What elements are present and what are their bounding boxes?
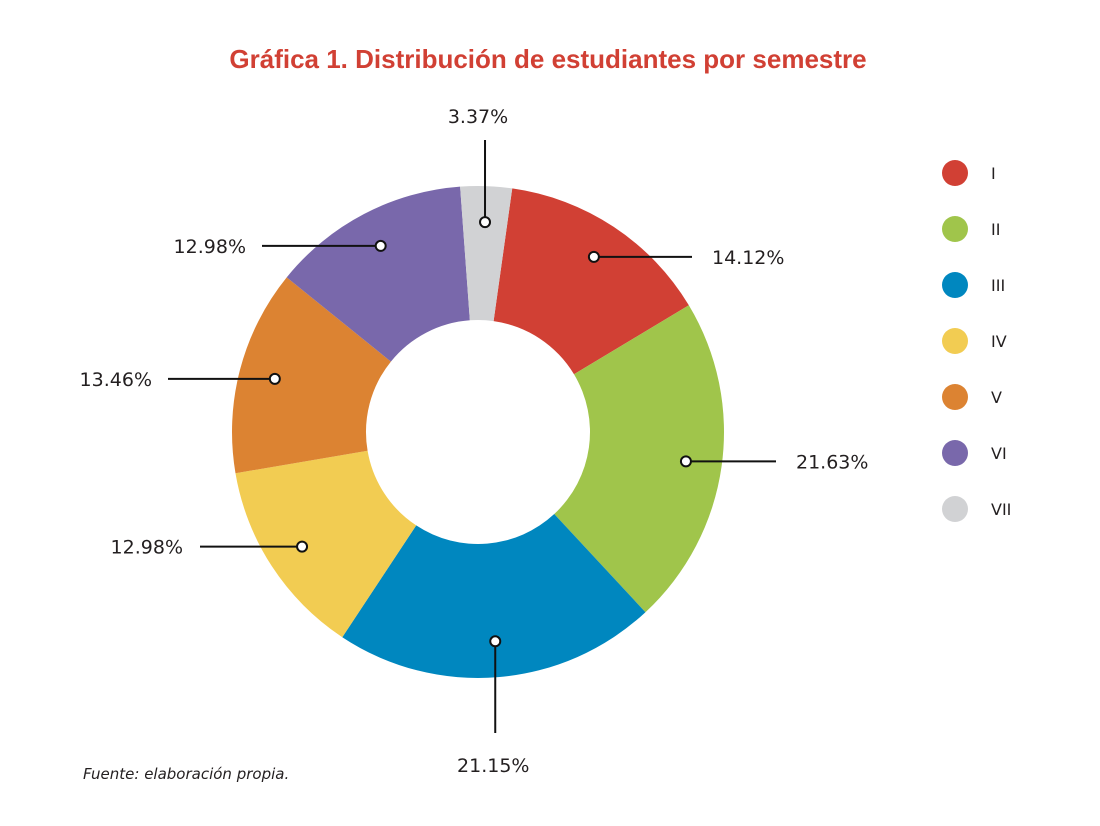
callout-VI: 12.98% (174, 236, 387, 258)
donut-slice-IV (235, 450, 417, 638)
callout-dot (296, 540, 309, 553)
donut-slice-II (554, 305, 725, 613)
data-label-V: 13.46% (80, 369, 152, 391)
callout-II: 21.63% (679, 451, 868, 473)
legend-label: IV (991, 332, 1007, 351)
legend-item-V: V (942, 384, 1002, 410)
callout-III: 21.15% (457, 635, 529, 777)
legend-swatch (942, 216, 968, 242)
callout-dot (374, 239, 387, 252)
legend-label: III (991, 276, 1005, 295)
data-label-IV: 12.98% (111, 537, 183, 559)
legend-item-VI: VI (942, 440, 1007, 466)
legend-label: I (991, 164, 996, 183)
donut-slice-VII (460, 186, 513, 322)
legend-label: V (991, 388, 1002, 407)
callouts: 14.12% 21.63% 21.15% 12.98% 13.46% 12.98% 3.37… (80, 106, 869, 777)
data-label-II: 21.63% (796, 451, 868, 473)
source-note: Fuente: elaboración propia. (83, 765, 289, 783)
callout-VII: 3.37% (448, 106, 508, 229)
legend-swatch (942, 384, 968, 410)
legend-label: II (991, 220, 1000, 239)
data-label-VI: 12.98% (174, 236, 246, 258)
legend-item-VII: VII (942, 496, 1011, 522)
data-label-III: 21.15% (457, 755, 529, 777)
donut-slice-V (231, 277, 391, 474)
legend-swatch (942, 160, 968, 186)
donut-slice-VI (286, 186, 470, 362)
callout-dot (587, 250, 600, 263)
chart-title: Gráfica 1. Distribución de estudiantes p… (229, 44, 866, 74)
callout-dot (489, 635, 502, 648)
legend-swatch (942, 440, 968, 466)
legend-item-I: I (942, 160, 996, 186)
callout-dot (479, 216, 492, 229)
donut-slice-I (493, 188, 689, 375)
data-label-I: 14.12% (712, 247, 784, 269)
callout-V: 13.46% (80, 369, 281, 391)
legend-swatch (942, 328, 968, 354)
donut-slice-III (342, 514, 646, 678)
legend-item-II: II (942, 216, 1000, 242)
callout-I: 14.12% (587, 247, 784, 269)
legend-item-III: III (942, 272, 1005, 298)
callout-dot (268, 372, 281, 385)
callout-dot (679, 455, 692, 468)
legend-label: VI (991, 444, 1007, 463)
data-label-VII: 3.37% (448, 106, 508, 128)
legend-item-IV: IV (942, 328, 1007, 354)
donut-slices (231, 186, 725, 678)
callout-IV: 12.98% (111, 537, 309, 559)
legend-swatch (942, 496, 968, 522)
legend-swatch (942, 272, 968, 298)
legend-label: VII (991, 500, 1011, 519)
